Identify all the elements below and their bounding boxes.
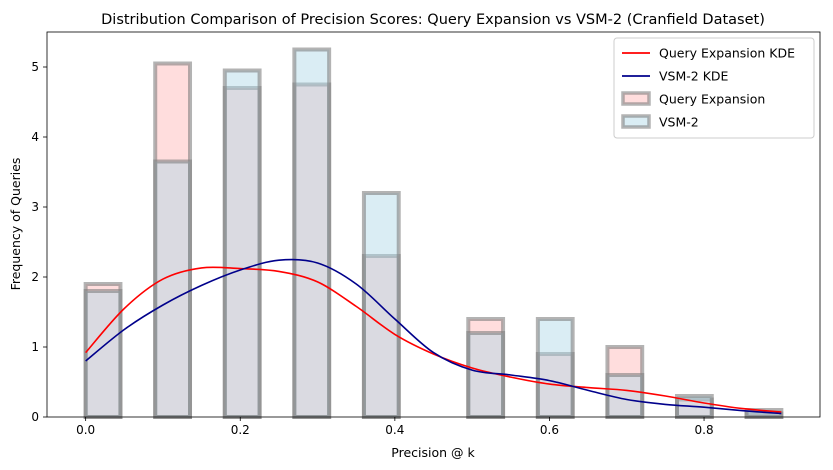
histogram-bar xyxy=(153,159,193,419)
y-tick-label: 0 xyxy=(31,410,39,424)
legend: Query Expansion KDE VSM-2 KDE Query Expans… xyxy=(613,37,815,139)
y-tick-label: 5 xyxy=(31,60,39,74)
x-axis-ticks: 0.0 0.2 0.4 0.6 0.8 xyxy=(76,417,714,437)
y-tick-label: 3 xyxy=(31,200,39,214)
histogram-bar xyxy=(292,47,332,419)
y-tick-label: 4 xyxy=(31,130,39,144)
plot-frame xyxy=(46,31,821,418)
x-tick-label: 0.2 xyxy=(231,423,250,437)
x-tick-label: 0.6 xyxy=(540,423,559,437)
x-axis-label: Precision @ k xyxy=(391,445,475,460)
legend-label: Query Expansion xyxy=(659,92,765,107)
histogram-bar xyxy=(222,68,262,419)
kde-line xyxy=(85,266,782,413)
y-tick-label: 1 xyxy=(31,340,39,354)
kde-line xyxy=(85,258,782,415)
y-tick-label: 2 xyxy=(31,270,39,284)
x-tick-label: 0.8 xyxy=(695,423,714,437)
legend-bar-swatch xyxy=(621,114,651,129)
legend-bar-swatch xyxy=(621,91,651,106)
x-tick-label: 0.4 xyxy=(385,423,404,437)
legend-label: Query Expansion KDE xyxy=(659,46,795,61)
legend-label: VSM-2 KDE xyxy=(659,69,729,84)
y-axis-ticks: 0 1 2 3 4 5 xyxy=(31,60,47,424)
x-tick-label: 0.0 xyxy=(76,423,95,437)
legend-label: VSM-2 xyxy=(659,115,699,130)
y-axis-label: Frequency of Queries xyxy=(8,158,23,291)
plot-area xyxy=(83,47,784,419)
legend-box xyxy=(613,37,815,139)
chart-title: Distribution Comparison of Precision Sco… xyxy=(101,12,765,28)
histogram-bar xyxy=(83,289,123,419)
histogram-bar xyxy=(361,191,401,419)
histogram-bar xyxy=(535,317,575,419)
